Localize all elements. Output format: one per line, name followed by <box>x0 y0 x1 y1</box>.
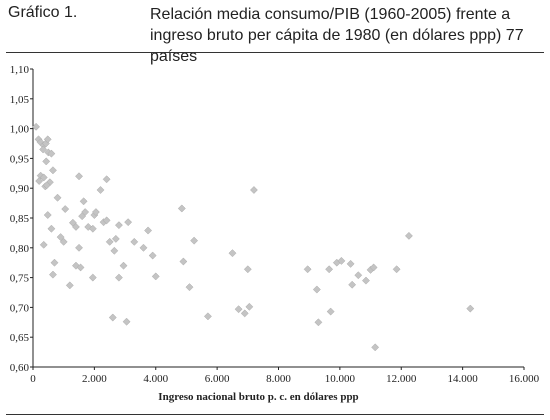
data-point <box>119 261 128 270</box>
data-point <box>130 237 139 246</box>
data-point <box>42 181 51 190</box>
data-point <box>88 224 97 233</box>
bottom-rule <box>6 414 544 415</box>
data-point <box>96 186 105 194</box>
data-point <box>228 249 237 258</box>
data-point <box>56 233 65 242</box>
y-tick-label: 1,00 <box>10 124 30 136</box>
data-point <box>48 166 57 175</box>
data-point <box>88 273 97 282</box>
data-point <box>369 263 378 272</box>
data-point <box>43 211 52 219</box>
data-point <box>72 222 80 231</box>
y-tick-label: 0,95 <box>10 153 30 165</box>
data-point <box>102 175 111 184</box>
y-tick-label: 1,10 <box>10 64 30 76</box>
x-tick-label: 4.000 <box>143 373 168 385</box>
data-point <box>326 307 335 316</box>
y-tick-label: 0,65 <box>10 332 30 344</box>
x-tick-label: 10.000 <box>325 373 356 385</box>
y-tick-label: 0,70 <box>10 302 30 314</box>
data-point <box>337 256 346 265</box>
data-point <box>75 243 83 252</box>
y-tick-label: 0,90 <box>10 183 30 195</box>
data-point <box>124 218 133 227</box>
data-point <box>371 343 380 352</box>
data-point <box>53 193 62 202</box>
data-point <box>392 265 401 274</box>
data-point <box>148 251 157 260</box>
data-point <box>59 237 68 246</box>
data-point <box>203 312 212 321</box>
figure-label: Gráfico 1. <box>8 4 78 21</box>
y-tick-label: 0,60 <box>10 362 30 374</box>
data-point <box>91 208 100 216</box>
y-tick-label: 0,80 <box>10 243 30 255</box>
data-point <box>240 309 249 318</box>
data-point <box>354 271 363 280</box>
data-point <box>35 177 44 186</box>
data-point <box>245 302 254 311</box>
data-point <box>303 265 312 274</box>
data-point <box>114 273 123 282</box>
data-point <box>76 263 85 272</box>
data-point <box>314 318 323 327</box>
y-tick-label: 0,75 <box>10 273 30 285</box>
data-point <box>65 281 74 290</box>
data-point <box>75 172 83 181</box>
data-point <box>249 186 258 194</box>
data-point <box>79 197 88 206</box>
data-point <box>190 236 199 245</box>
x-tick-label: 2.000 <box>82 373 107 385</box>
x-axis-title: Ingreso nacional bruto p. c. en dólares … <box>158 391 358 403</box>
data-point <box>151 272 160 281</box>
y-tick-label: 1,05 <box>10 94 30 106</box>
data-point <box>47 149 56 158</box>
y-tick-label: 0,85 <box>10 213 30 225</box>
data-point <box>312 285 321 294</box>
x-tick-label: 14.000 <box>448 373 479 385</box>
data-point <box>122 317 131 326</box>
data-point <box>50 258 59 267</box>
data-point <box>111 234 120 243</box>
data-point <box>362 276 370 285</box>
data-point <box>110 246 119 255</box>
data-point <box>346 259 355 268</box>
data-point <box>185 283 194 292</box>
x-tick-label: 12.000 <box>386 373 417 385</box>
x-tick-label: 16.000 <box>509 373 540 385</box>
data-point <box>177 204 186 213</box>
data-point <box>404 231 413 240</box>
data-point <box>43 135 52 144</box>
data-point <box>234 305 243 314</box>
data-point <box>39 240 48 249</box>
data-point <box>108 313 117 322</box>
data-point <box>105 237 114 246</box>
data-point <box>39 145 48 154</box>
data-point <box>466 304 475 313</box>
data-point <box>114 221 123 230</box>
data-point <box>139 243 148 252</box>
data-point <box>179 257 188 266</box>
x-tick-label: 8.000 <box>266 373 291 385</box>
data-point <box>39 173 48 182</box>
x-tick-label: 6.000 <box>205 373 230 385</box>
data-point <box>102 216 111 225</box>
data-point <box>348 280 357 289</box>
top-rule <box>6 52 544 53</box>
data-point <box>48 270 57 279</box>
x-tick-label: 0 <box>30 373 36 385</box>
data-point <box>243 265 252 274</box>
data-point <box>144 226 153 235</box>
data-points <box>32 122 475 352</box>
axes: 0,60 0,65 0,70 0,75 0,80 0,85 0,90 0,95 1,00 1,05… <box>10 64 540 385</box>
data-point <box>42 157 51 166</box>
data-point <box>47 224 56 233</box>
data-point <box>78 212 87 221</box>
data-point <box>32 122 41 131</box>
data-point <box>325 265 334 274</box>
data-point <box>61 205 70 214</box>
